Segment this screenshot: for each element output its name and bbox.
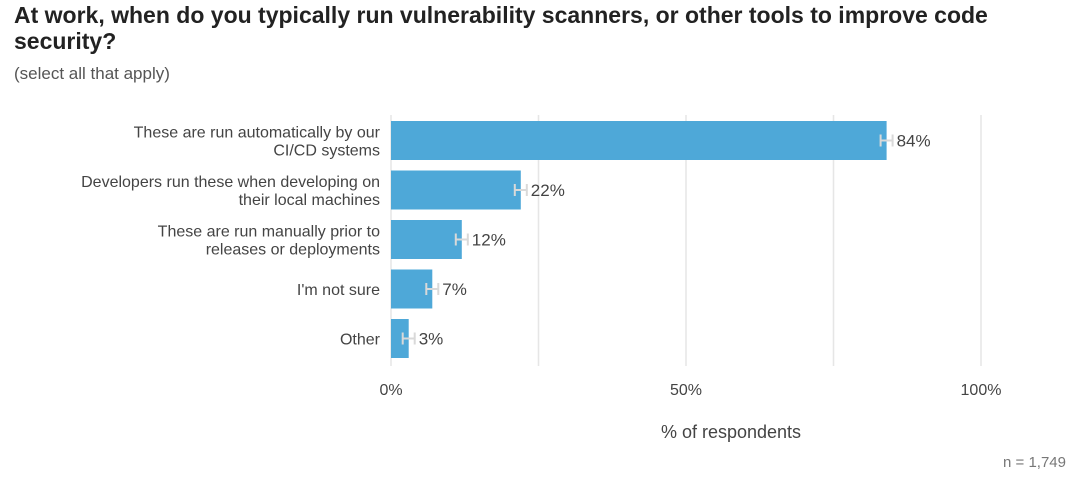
category-label-1-line-0: Developers run these when developing on [81,174,380,191]
category-label-2-line-0: These are run manually prior to [158,224,380,241]
value-label-2: 12% [472,231,506,250]
chart-subtitle: (select all that apply) [14,64,170,83]
category-label-3-line-0: I'm not sure [297,282,380,299]
x-tick-label-0: 0% [379,382,402,399]
chart-title: At work, when do you typically run vulne… [14,2,988,54]
x-tick-label-2: 100% [961,382,1002,399]
category-label-2-line-1: releases or deployments [206,242,380,259]
bar-1 [391,170,521,210]
value-label-1: 22% [531,181,565,200]
category-label-1-line-1: their local machines [239,192,380,209]
value-label-4: 3% [419,330,444,349]
category-label-4-line-0: Other [340,332,381,349]
x-tick-label-1: 50% [670,382,702,399]
value-label-0: 84% [897,132,931,151]
sample-size-note: n = 1,749 [1003,454,1066,471]
bar-0 [391,121,887,160]
bar-4 [391,319,409,358]
category-label-0-line-0: These are run automatically by our [134,125,381,142]
x-axis-label: % of respondents [661,422,801,442]
category-label-0-line-1: CI/CD systems [273,143,380,160]
bar-2 [391,220,462,259]
value-label-3: 7% [442,280,467,299]
